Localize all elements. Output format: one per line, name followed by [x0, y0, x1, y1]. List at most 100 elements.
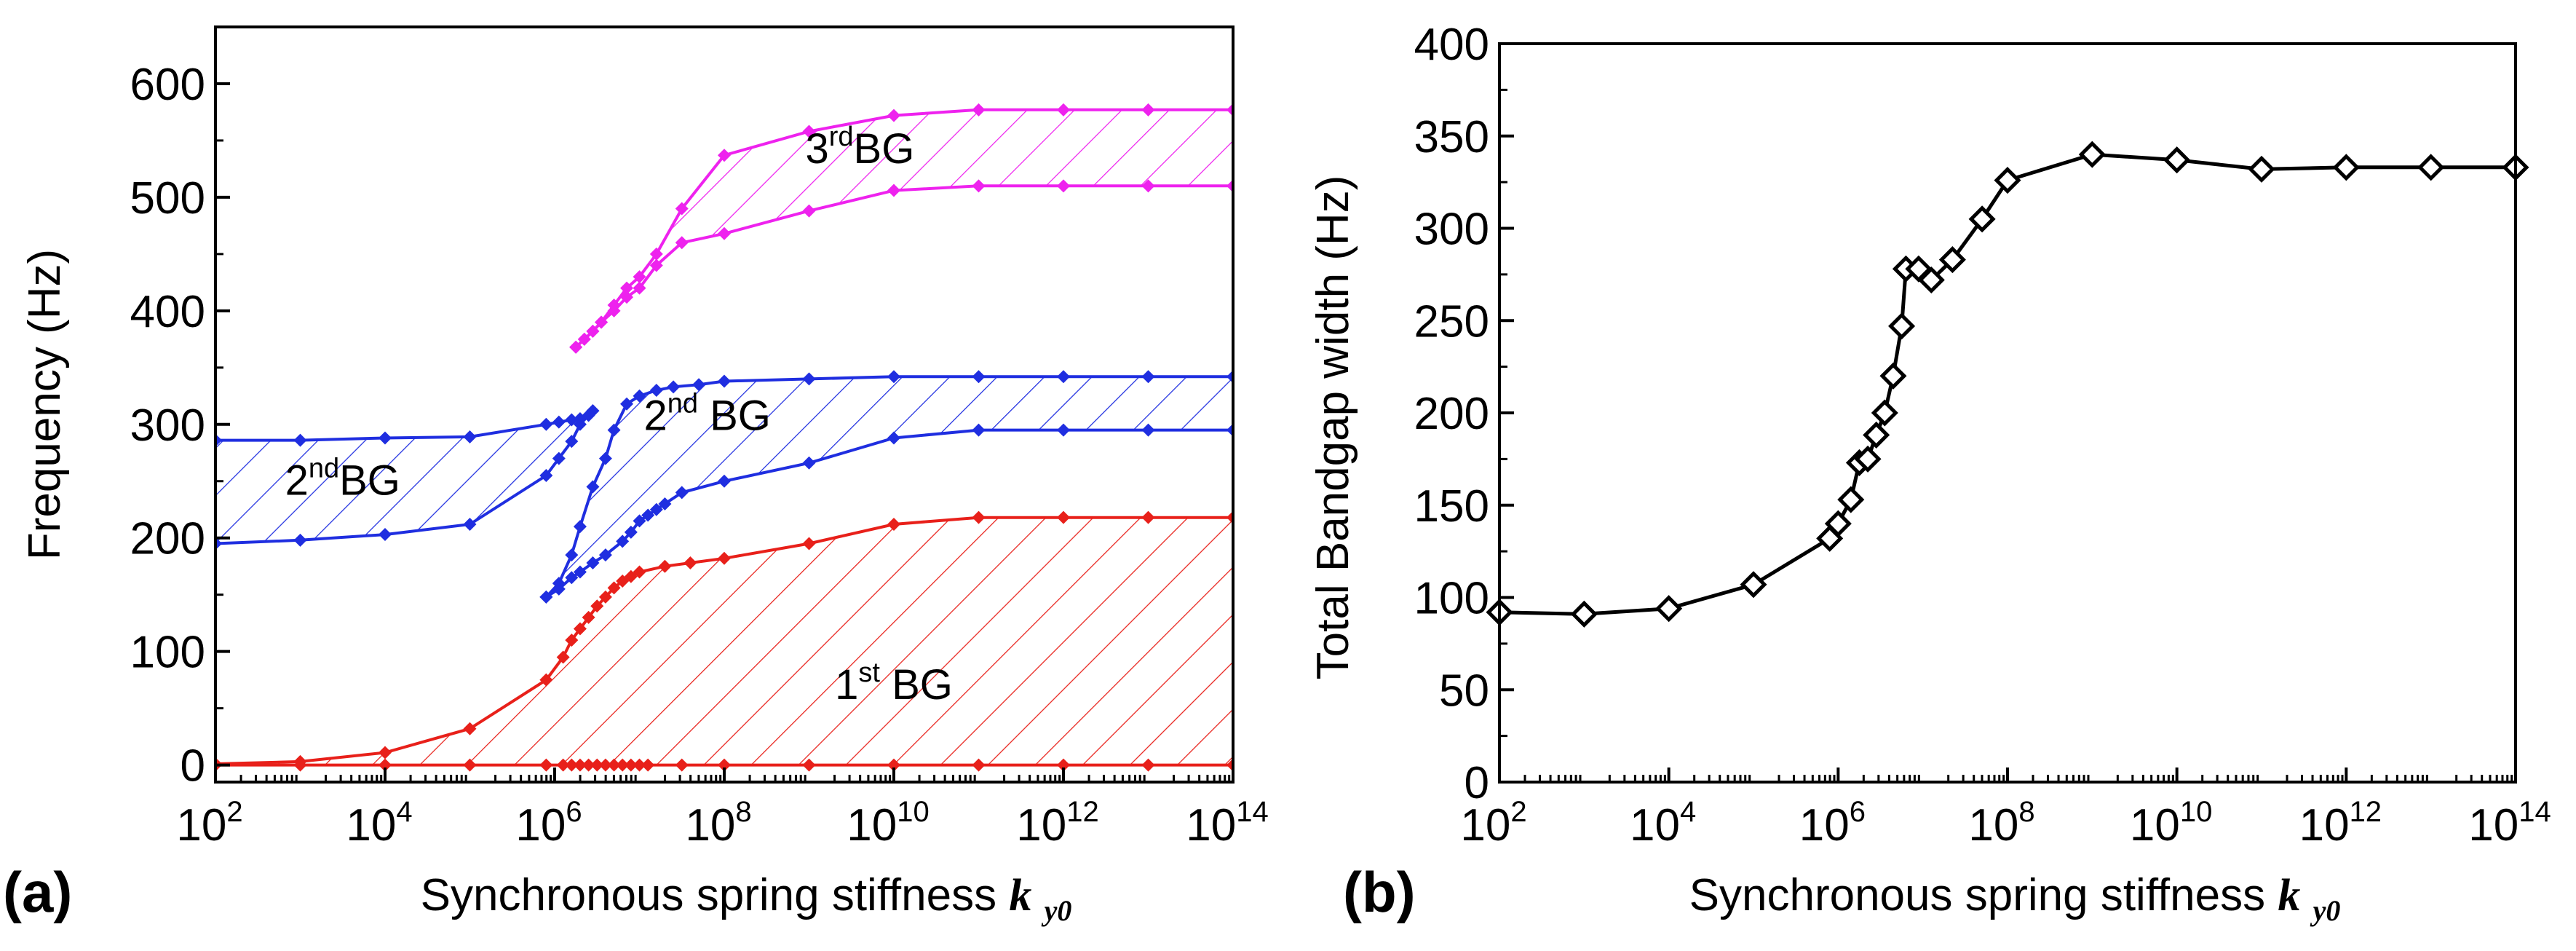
x-tick-label-base: 10 — [515, 800, 566, 851]
x-tick-label: 108 — [1968, 796, 2034, 851]
y-tick-label: 0 — [1465, 758, 1489, 808]
bandgap-label-ordinal: nd — [667, 389, 698, 419]
bandgap-edge-line — [574, 184, 1233, 349]
data-point — [607, 304, 621, 317]
data-point — [1837, 486, 1865, 513]
series-line — [1499, 152, 2516, 616]
bandgap-fill — [215, 517, 1233, 765]
x-tick-label-exp: 6 — [566, 796, 582, 828]
data-point — [463, 518, 477, 532]
x-tick-label: 102 — [1460, 796, 1526, 851]
bandgap-label-suffix: BG — [339, 457, 400, 504]
y-tick-label: 100 — [130, 628, 205, 678]
data-point — [658, 559, 672, 573]
data-point — [802, 372, 816, 386]
y-tick-label: 400 — [130, 287, 205, 337]
data-point — [215, 433, 222, 447]
data-point — [1141, 370, 1155, 384]
axes-a: 102 104 106 108 1010 1012 10140100200300400500… — [130, 25, 1269, 851]
data-point — [293, 758, 307, 772]
data-point — [633, 389, 646, 403]
data-point — [1226, 423, 1233, 437]
x-axis-symbol-sub-b: y0 — [2310, 894, 2341, 927]
bandgap-label-number: 3 — [805, 125, 828, 173]
x-tick-label-exp: 10 — [897, 796, 930, 828]
data-point — [972, 179, 986, 193]
data-point — [1141, 423, 1155, 437]
bandgap-label-number: 1 — [835, 661, 858, 709]
data-point — [633, 565, 646, 579]
chart-panel-b: 102 104 106 108 1010 1012 10140501001502002503… — [1308, 20, 2551, 927]
data-point — [675, 236, 689, 250]
data-point — [649, 384, 663, 398]
x-tick-label: 1012 — [2299, 796, 2382, 851]
data-point — [463, 430, 477, 443]
data-point — [1854, 445, 1882, 473]
plot-frame-b — [1498, 42, 2517, 784]
data-point — [598, 758, 612, 772]
data-point — [1655, 595, 1683, 623]
data-point — [539, 673, 553, 687]
data-point — [595, 315, 609, 329]
x-tick-label-base: 10 — [1186, 800, 1236, 851]
data-point — [1740, 571, 1767, 599]
data-point — [718, 374, 731, 388]
data-point — [692, 378, 706, 392]
bandgap-label-ordinal: nd — [309, 453, 339, 484]
data-point — [1226, 179, 1233, 193]
data-point — [641, 508, 655, 522]
x-tick-label: 106 — [1799, 796, 1866, 851]
data-point — [887, 431, 900, 445]
data-point — [972, 103, 986, 117]
x-tick-label-exp: 12 — [2350, 796, 2382, 828]
x-axis-label-b: Synchronous spring stiffness k y0 — [1689, 870, 2341, 927]
data-point — [633, 270, 646, 284]
data-point — [624, 525, 638, 539]
x-axis-label-text-a: Synchronous spring stiffness — [421, 870, 997, 920]
data-point — [972, 423, 986, 437]
x-tick-label: 1014 — [2468, 796, 2551, 851]
bandgap-label-ordinal: st — [858, 658, 880, 688]
panel-label-a: (a) — [3, 860, 72, 924]
data-point — [539, 468, 553, 482]
data-point — [565, 758, 579, 772]
data-point — [667, 380, 681, 394]
data-point — [972, 510, 986, 524]
data-point — [633, 514, 646, 528]
data-point — [463, 758, 477, 772]
data-point — [2332, 154, 2360, 181]
x-tick-label-exp: 8 — [735, 796, 751, 828]
data-point — [607, 758, 621, 772]
bandgap-label: 1st BG — [835, 658, 953, 709]
bandgap-edge-line — [215, 516, 1233, 765]
x-tick-label-base: 10 — [1630, 800, 1680, 851]
data-point — [641, 758, 655, 772]
data-point — [379, 431, 392, 445]
data-point — [552, 451, 566, 465]
data-point — [624, 758, 638, 772]
bandgap-label-number: 2 — [285, 457, 309, 504]
y-tick-label: 500 — [130, 173, 205, 224]
data-point — [573, 520, 587, 534]
bandgap-fill — [546, 376, 1233, 597]
data-point — [586, 556, 600, 570]
x-tick-label-exp: 14 — [1236, 796, 1269, 828]
y-axis-label-a: Frequency (Hz) — [20, 249, 70, 560]
y-tick-label: 400 — [1414, 20, 1489, 70]
data-point — [649, 247, 663, 261]
data-point — [887, 370, 900, 384]
data-point — [649, 259, 663, 272]
x-axis-symbol-sub-a: y0 — [1042, 894, 1072, 927]
data-point — [887, 518, 900, 532]
data-point — [565, 634, 579, 647]
data-point — [1824, 510, 1852, 537]
data-point — [598, 451, 612, 465]
x-tick-label: 108 — [685, 796, 751, 851]
data-point — [1057, 510, 1070, 524]
x-tick-label: 104 — [346, 796, 412, 851]
y-tick-label: 0 — [181, 741, 205, 792]
data-point — [718, 149, 731, 162]
x-tick-label-exp: 4 — [1680, 796, 1696, 828]
data-point — [1057, 423, 1070, 437]
